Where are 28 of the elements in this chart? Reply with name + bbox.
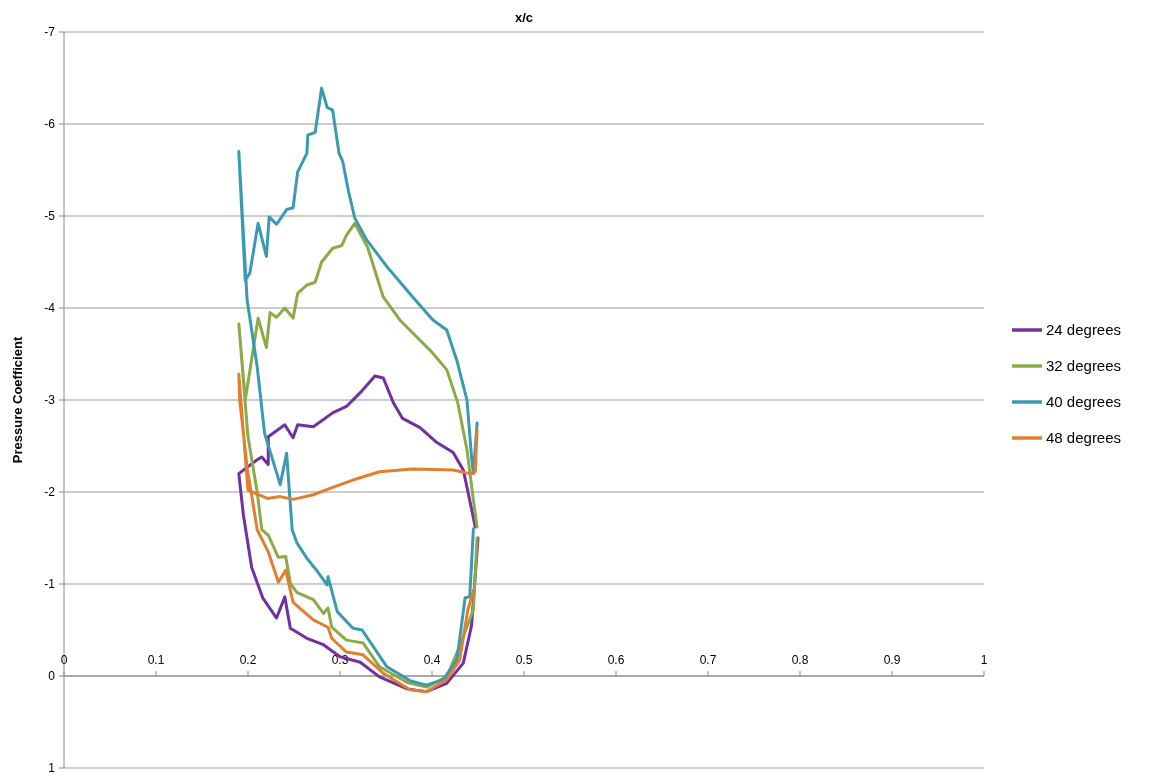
y-tick-label: 1 xyxy=(48,761,56,776)
y-tick-label: -2 xyxy=(44,485,56,500)
x-tick-label: 0.7 xyxy=(699,653,717,668)
x-tick-label: 0.3 xyxy=(331,653,349,668)
line-series xyxy=(237,221,479,689)
line-series xyxy=(237,86,479,687)
x-tick-label: 0.4 xyxy=(423,653,441,668)
x-tick-label: 0.1 xyxy=(147,653,165,668)
x-tick-label: 0.2 xyxy=(239,653,257,668)
legend-label: 24 degrees xyxy=(1046,321,1122,339)
y-axis-title: Pressure Coefficient xyxy=(10,336,25,464)
x-axis-title: x/c xyxy=(514,10,534,25)
y-tick-label: -4 xyxy=(44,301,56,316)
x-tick-label: 1 xyxy=(980,653,988,668)
x-tick-label: 0 xyxy=(60,653,68,668)
x-tick-label: 0.5 xyxy=(515,653,533,668)
legend-label: 32 degrees xyxy=(1046,357,1122,375)
x-tick-label: 0.8 xyxy=(791,653,809,668)
y-tick-label: -7 xyxy=(44,25,56,40)
x-tick-label: 0.9 xyxy=(883,653,901,668)
x-tick-label: 0.6 xyxy=(607,653,625,668)
legend-label: 48 degrees xyxy=(1046,429,1122,447)
y-tick-label: -3 xyxy=(44,393,56,408)
y-tick-label: -6 xyxy=(44,117,56,132)
y-tick-label: -1 xyxy=(44,577,56,592)
legend-label: 40 degrees xyxy=(1046,393,1122,411)
y-tick-label: 0 xyxy=(48,669,56,684)
y-tick-label: -5 xyxy=(44,209,56,224)
